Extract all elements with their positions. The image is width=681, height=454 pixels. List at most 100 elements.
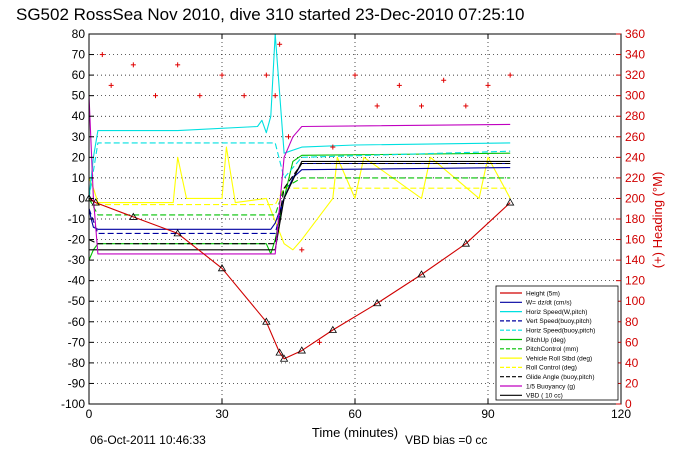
legend-item: 1/5 Buoyancy (g) <box>500 383 575 390</box>
legend-box <box>495 285 619 401</box>
heading-point <box>441 77 447 83</box>
right-axis-label: (+) Heading (°M) <box>650 172 665 269</box>
legend-item: W= dz/dt (cm/s) <box>500 300 572 307</box>
series-glide <box>88 162 511 245</box>
y-tick-label: 80 <box>72 27 86 41</box>
heading-point <box>99 52 105 58</box>
legend-label: Vehicle Roll Stbd (deg) <box>526 355 592 362</box>
legend-label: Horiz Speed(buoy,pitch) <box>526 328 595 335</box>
heading-point <box>277 41 283 47</box>
heading-point <box>197 93 203 99</box>
heading-point <box>175 62 181 68</box>
heading-point <box>272 93 278 99</box>
right-tick-label: 140 <box>625 253 645 267</box>
footer-timestamp: 06-Oct-2011 10:46:33 <box>90 433 206 447</box>
height-marker <box>129 212 138 220</box>
y-tick-label: 60 <box>72 68 86 82</box>
height-marker <box>297 346 306 354</box>
heading-point <box>396 82 402 88</box>
heading-point <box>419 103 424 109</box>
heading-point <box>130 62 136 68</box>
right-tick-label: 360 <box>625 27 645 41</box>
heading-point <box>286 134 291 140</box>
y-tick-label: -30 <box>68 253 86 267</box>
height-marker <box>279 354 289 362</box>
series-roll-control <box>88 187 511 206</box>
right-tick-label: 120 <box>625 274 645 288</box>
heading-point <box>317 339 323 345</box>
right-tick-label: 200 <box>625 191 645 205</box>
heading-point <box>241 93 247 99</box>
legend-item: Height (5m) <box>500 290 560 297</box>
legend-item: Vehicle Roll Stbd (deg) <box>500 355 592 362</box>
footer-vbd-bias: VBD bias =0 cc <box>405 433 487 447</box>
chart-title: SG502 RossSea Nov 2010, dive 310 started… <box>16 5 524 24</box>
right-tick-label: 320 <box>625 68 645 82</box>
heading-point <box>374 103 380 109</box>
y-tick-label: -90 <box>68 376 86 390</box>
legend-item: Horiz Speed(buoy,pitch) <box>500 328 595 335</box>
right-tick-label: 280 <box>625 109 645 123</box>
height-marker <box>328 325 338 333</box>
right-tick-label: 260 <box>625 130 645 144</box>
legend-item: Horiz Speed(W,pitch) <box>500 309 587 316</box>
series-pitch-up <box>88 152 511 261</box>
y-tick-label: 0 <box>78 191 85 205</box>
legend: Height (5m) W= dz/dt (cm/s) Horiz Speed(W,… <box>495 285 619 401</box>
right-tick-label: 100 <box>625 294 645 308</box>
heading-point <box>219 72 225 78</box>
y-tick-label: -100 <box>61 397 85 411</box>
right-tick-label: 20 <box>625 376 639 390</box>
legend-item: Roll Control (deg) <box>500 365 577 372</box>
heading-point <box>463 103 469 109</box>
legend-item: PitchUp (deg) <box>500 337 566 344</box>
right-tick-label: 0 <box>625 397 632 411</box>
y-tick-label: 30 <box>72 130 86 144</box>
heading-point <box>153 93 158 99</box>
heading-point <box>352 72 358 78</box>
series-w <box>88 167 511 230</box>
series-roll-stbd <box>88 146 511 251</box>
y-tick-label: -20 <box>68 233 86 247</box>
legend-item: PitchControl (mm) <box>500 346 578 353</box>
right-tick-label: 240 <box>625 150 645 164</box>
y-tick-label: -10 <box>68 212 86 226</box>
height-marker <box>173 229 182 237</box>
y-tick-label: -60 <box>68 315 86 329</box>
height-marker <box>417 270 426 278</box>
right-tick-label: 300 <box>625 89 645 103</box>
right-tick-label: 220 <box>625 171 645 185</box>
legend-items: Height (5m) W= dz/dt (cm/s) Horiz Speed(W,… <box>500 290 595 400</box>
y-tick-label: -80 <box>68 356 86 370</box>
legend-label: Horiz Speed(W,pitch) <box>526 309 587 316</box>
x-axis-label: Time (minutes) <box>312 425 398 440</box>
heading-point <box>507 72 513 78</box>
gridlines <box>89 34 621 404</box>
heading-point <box>330 144 336 150</box>
x-tick-label: 60 <box>348 407 362 421</box>
legend-label: Vert Speed(buoy,pitch) <box>526 318 592 325</box>
height-marker <box>217 264 227 272</box>
legend-label: Roll Control (deg) <box>526 365 577 372</box>
height-marker <box>262 317 271 325</box>
legend-label: 1/5 Buoyancy (g) <box>526 383 575 390</box>
y-tick-label: 50 <box>72 89 86 103</box>
series-vbd <box>89 160 511 251</box>
right-axis-ticks: 3603403203002802602402202001801601401201… <box>616 27 645 411</box>
legend-item: Glide Angle (buoy,pitch) <box>500 374 595 381</box>
right-tick-label: 160 <box>625 233 645 247</box>
height-marker <box>275 348 284 356</box>
legend-item: Vert Speed(buoy,pitch) <box>500 318 592 325</box>
y-tick-label: -40 <box>68 274 86 288</box>
heading-point <box>485 82 491 88</box>
series-horiz-buoy <box>88 142 511 199</box>
series-buoyancy <box>88 95 511 255</box>
y-tick-label: 10 <box>72 171 86 185</box>
legend-label: PitchControl (mm) <box>526 346 578 353</box>
series-horiz <box>88 33 511 199</box>
y-tick-label: 40 <box>72 109 86 123</box>
x-tick-label: 90 <box>481 407 495 421</box>
legend-label: W= dz/dt (cm/s) <box>526 300 572 307</box>
height-marker <box>372 298 382 307</box>
